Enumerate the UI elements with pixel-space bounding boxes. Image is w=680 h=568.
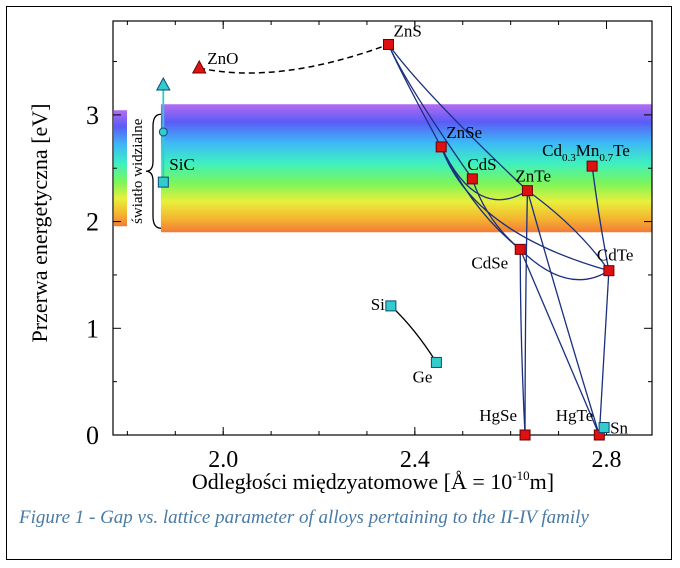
curve-ZnS-ZnTe — [387, 44, 528, 192]
chart: 2.0 2.4 2.8 0 1 2 3 ZnO ZnS ZnSe CdS ZnTe CdSe CdTe C… — [27, 20, 653, 494]
y-tick-label: 0 — [86, 421, 99, 450]
marker-cdte — [603, 265, 615, 277]
x-axis-label-exponent: -10 — [512, 468, 529, 483]
label-hgte: HgTe — [556, 406, 594, 425]
marker-sic-circle — [158, 127, 168, 137]
band-label: światło widzialne — [130, 118, 146, 224]
marker-sn — [598, 422, 610, 434]
label-cdte: CdTe — [597, 246, 634, 265]
marker-cdmnte — [586, 160, 598, 172]
figure-frame: 2.0 2.4 2.8 0 1 2 3 ZnO ZnS ZnSe CdS ZnTe CdSe CdTe C… — [6, 6, 672, 560]
label-cds: CdS — [467, 155, 496, 174]
y-tick-label: 3 — [86, 101, 99, 130]
curve-layer — [162, 43, 610, 436]
curve-ZnSe-CdTe — [440, 146, 610, 272]
curve-CdMnTe-CdTe — [591, 166, 610, 271]
marker-sic-triangle — [155, 76, 171, 91]
label-sn: Sn — [610, 419, 628, 438]
marker-znte — [521, 185, 533, 197]
x-axis-label: Odległości międzyatomowe [Å = 10-10m] — [192, 468, 554, 494]
curve-CdSe-HgSe — [519, 249, 526, 436]
marker-sic — [157, 176, 169, 188]
marker-cdse — [514, 243, 526, 255]
visible-light-band — [160, 104, 652, 233]
marker-ge — [430, 356, 442, 368]
label-znse: ZnSe — [446, 123, 482, 142]
label-sic: SiC — [169, 155, 195, 174]
curve-CdS-CdSe — [471, 178, 521, 250]
label-zns: ZnS — [393, 21, 421, 40]
curve-CdSe-CdTe — [519, 248, 610, 281]
y-axis-label: Przerwa energetyczna [eV] — [27, 103, 52, 342]
curve-ZnTe-CdTe — [527, 190, 610, 272]
marker-hgse — [519, 429, 531, 441]
label-si: Si — [371, 295, 385, 314]
curve-CdTe-HgTe — [598, 270, 610, 436]
curve-CdSe-HgTe — [519, 249, 600, 436]
marker-layer — [155, 38, 615, 441]
curve-ZnTe-HgTe — [526, 190, 600, 436]
curve-ZnTe-HgSe — [524, 190, 529, 436]
brace-shape — [145, 113, 162, 229]
marker-zns — [382, 38, 394, 50]
x-tick-label: 2.8 — [591, 447, 621, 473]
curve-Si-Ge — [390, 305, 437, 363]
label-ge: Ge — [413, 367, 433, 386]
label-layer: ZnO ZnS ZnSe CdS ZnTe CdSe CdTe Cd0.3Mn0.7Te HgS… — [169, 21, 633, 437]
axis-ticks: 2.0 2.4 2.8 0 1 2 3 — [86, 21, 652, 473]
band-strip — [114, 110, 127, 227]
x-tick-label: 2.0 — [208, 447, 238, 473]
marker-znse — [435, 141, 447, 153]
marker-zno — [191, 59, 207, 74]
curve-ZnS-CdS — [387, 44, 473, 180]
label-hgse: HgSe — [479, 406, 517, 425]
band-brace: światło widzialne — [130, 113, 162, 229]
marker-cds — [466, 173, 478, 185]
label-znte: ZnTe — [515, 167, 551, 186]
x-tick-label: 2.4 — [400, 447, 430, 473]
plot-area — [112, 20, 653, 436]
figure-caption: Figure 1 - Gap vs. lattice parameter of … — [19, 507, 589, 528]
y-tick-label: 1 — [86, 314, 99, 343]
label-zno: ZnO — [207, 49, 238, 68]
y-tick-label: 2 — [86, 208, 99, 237]
label-cdse: CdSe — [471, 253, 508, 272]
curve-ZnSe-ZnTe — [440, 146, 528, 201]
label-cdmnte: Cd0.3Mn0.7Te — [542, 141, 630, 164]
marker-si — [385, 300, 397, 312]
dashed-curve — [199, 43, 389, 74]
